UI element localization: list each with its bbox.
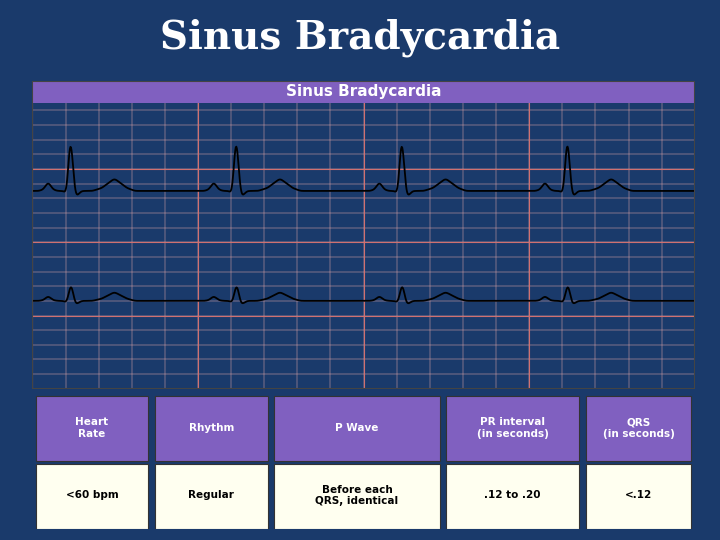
Text: QRS
(in seconds): QRS (in seconds) [603,417,675,438]
Text: Before each
QRS, identical: Before each QRS, identical [315,485,399,507]
Text: Sinus Bradycardia: Sinus Bradycardia [160,18,560,57]
FancyBboxPatch shape [585,464,691,529]
Text: .12 to .20: .12 to .20 [485,490,541,501]
FancyBboxPatch shape [274,396,440,461]
Text: <.12: <.12 [625,490,652,501]
FancyBboxPatch shape [585,396,691,461]
Bar [32,81,695,103]
FancyBboxPatch shape [36,464,148,529]
Text: Regular: Regular [189,490,234,501]
FancyBboxPatch shape [36,396,148,461]
FancyBboxPatch shape [446,396,579,461]
Text: Sinus Bradycardia: Sinus Bradycardia [286,84,441,99]
Text: PR interval
(in seconds): PR interval (in seconds) [477,417,549,438]
Text: Heart
Rate: Heart Rate [76,417,109,438]
FancyBboxPatch shape [155,396,268,461]
Text: P Wave: P Wave [336,423,379,433]
FancyBboxPatch shape [446,464,579,529]
FancyBboxPatch shape [274,464,440,529]
Text: <60 bpm: <60 bpm [66,490,118,501]
Text: Rhythm: Rhythm [189,423,234,433]
FancyBboxPatch shape [155,464,268,529]
